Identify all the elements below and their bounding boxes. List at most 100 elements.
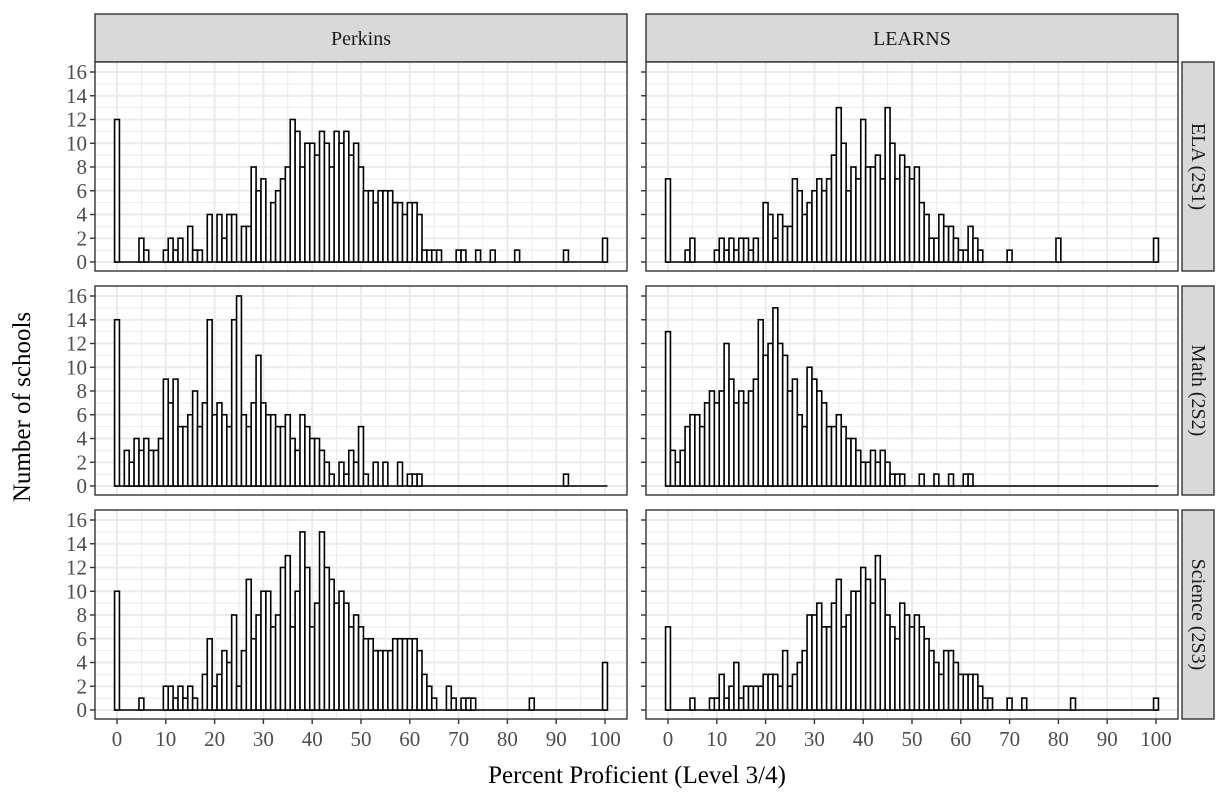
y-tick-label: 8 bbox=[77, 379, 88, 403]
histogram-bar bbox=[206, 637, 213, 711]
strip-label-science-2s3: Science (2S3) bbox=[1187, 559, 1209, 671]
x-tick-label: 80 bbox=[1048, 727, 1069, 751]
x-tick-label: 20 bbox=[204, 727, 225, 751]
histogram-bar bbox=[113, 590, 121, 711]
histogram-bar bbox=[733, 661, 740, 711]
histogram-bar bbox=[260, 178, 267, 263]
y-tick-label: 2 bbox=[77, 674, 88, 698]
histogram-bar bbox=[186, 225, 194, 263]
facet-grid: Perkins LEARNS ELA (2S1) Math (2S2) Science … bbox=[66, 13, 1215, 751]
y-tick-label: 4 bbox=[77, 651, 88, 675]
histogram-bar bbox=[113, 118, 121, 263]
y-tick-label: 0 bbox=[77, 250, 88, 274]
strip-label-learns: LEARNS bbox=[873, 28, 951, 50]
histogram-bar bbox=[328, 473, 335, 487]
y-tick-label: 10 bbox=[66, 131, 87, 155]
strip-learns bbox=[645, 13, 1179, 63]
histogram-bar bbox=[528, 697, 536, 711]
x-tick-label: 100 bbox=[1140, 727, 1172, 751]
histogram-bar bbox=[416, 213, 423, 263]
y-tick-label: 12 bbox=[66, 556, 87, 580]
y-tick-label: 8 bbox=[77, 603, 88, 627]
histogram-bar bbox=[177, 237, 184, 263]
x-tick-label: 10 bbox=[155, 727, 176, 751]
histogram-bar bbox=[362, 473, 370, 487]
histogram-bar bbox=[664, 178, 672, 263]
y-tick-label: 4 bbox=[77, 203, 88, 227]
x-tick-label: 100 bbox=[589, 727, 621, 751]
histogram-bar bbox=[435, 249, 443, 263]
histogram-bar bbox=[1152, 697, 1160, 711]
y-tick-label: 4 bbox=[77, 427, 88, 451]
histogram-bar bbox=[206, 318, 213, 487]
panel-learns-math-2s2 bbox=[641, 285, 1179, 496]
histogram-bar bbox=[138, 697, 145, 711]
y-tick-label: 6 bbox=[77, 627, 88, 651]
histogram-bar bbox=[382, 461, 389, 487]
x-tick-label: 90 bbox=[1097, 727, 1118, 751]
histogram-bar bbox=[196, 249, 204, 263]
strip-label-ela-2s1: ELA (2S1) bbox=[1187, 123, 1209, 210]
strip-ela-2s1 bbox=[1181, 61, 1215, 272]
strip-perkins bbox=[94, 13, 628, 63]
histogram-bar bbox=[1020, 697, 1028, 711]
x-tick-label: 0 bbox=[663, 727, 674, 751]
y-tick-label: 0 bbox=[77, 698, 88, 722]
x-tick-label: 90 bbox=[546, 727, 567, 751]
y-tick-label: 14 bbox=[66, 532, 88, 556]
histogram-bar bbox=[562, 249, 570, 263]
histogram-bar bbox=[469, 697, 477, 711]
histogram-bar bbox=[947, 473, 955, 487]
y-tick-label: 12 bbox=[66, 332, 87, 356]
y-tick-label: 6 bbox=[77, 179, 88, 203]
histogram-bar bbox=[898, 473, 906, 487]
histogram-bar bbox=[986, 697, 994, 711]
panel-learns-ela-2s1 bbox=[641, 61, 1179, 272]
y-tick-label: 2 bbox=[77, 450, 88, 474]
histogram-bar bbox=[601, 237, 609, 263]
y-tick-label: 14 bbox=[66, 84, 88, 108]
histogram-bar bbox=[235, 295, 243, 487]
histogram-bar bbox=[1055, 237, 1062, 263]
x-tick-label: 30 bbox=[804, 727, 825, 751]
histogram-bar bbox=[562, 473, 570, 487]
histogram-bar bbox=[230, 213, 238, 263]
y-axis-title: Number of schools bbox=[9, 312, 36, 502]
histogram-bar bbox=[689, 697, 696, 711]
histogram-bar bbox=[967, 473, 974, 487]
x-tick-label: 80 bbox=[497, 727, 518, 751]
y-tick-label: 6 bbox=[77, 403, 88, 427]
histogram-bar bbox=[396, 461, 404, 487]
histogram-bar bbox=[230, 614, 238, 711]
histogram-bar bbox=[781, 649, 789, 711]
x-tick-label: 70 bbox=[999, 727, 1020, 751]
histogram-bar bbox=[1006, 697, 1013, 711]
x-tick-label: 60 bbox=[950, 727, 971, 751]
histogram-bar bbox=[977, 249, 984, 263]
histogram-bar bbox=[664, 330, 672, 487]
histogram-bar bbox=[664, 626, 672, 711]
histogram-bar bbox=[1152, 237, 1160, 263]
y-tick-label: 16 bbox=[66, 508, 87, 532]
histogram-bar bbox=[718, 673, 725, 711]
histogram-bar bbox=[460, 249, 467, 263]
y-tick-label: 14 bbox=[66, 308, 88, 332]
y-tick-label: 8 bbox=[77, 155, 88, 179]
histogram-bar bbox=[489, 249, 497, 263]
x-tick-label: 40 bbox=[853, 727, 874, 751]
strip-label-perkins: Perkins bbox=[331, 28, 391, 50]
histogram-bar bbox=[752, 237, 760, 263]
histogram-bar bbox=[206, 213, 213, 263]
x-axis-title: Percent Proficient (Level 3/4) bbox=[488, 762, 786, 789]
x-tick-label: 10 bbox=[706, 727, 727, 751]
strip-science-2s3 bbox=[1181, 509, 1215, 720]
histogram-bar bbox=[191, 697, 199, 711]
panel-learns-science-2s3: 0 10 20 30 40 50 60 70 80 90 100 bbox=[641, 509, 1179, 751]
histogram-bar bbox=[357, 425, 365, 487]
histogram-bar bbox=[450, 697, 457, 711]
histogram-bar bbox=[601, 661, 609, 711]
histogram-bar bbox=[113, 318, 121, 487]
y-tick-label: 10 bbox=[66, 579, 87, 603]
